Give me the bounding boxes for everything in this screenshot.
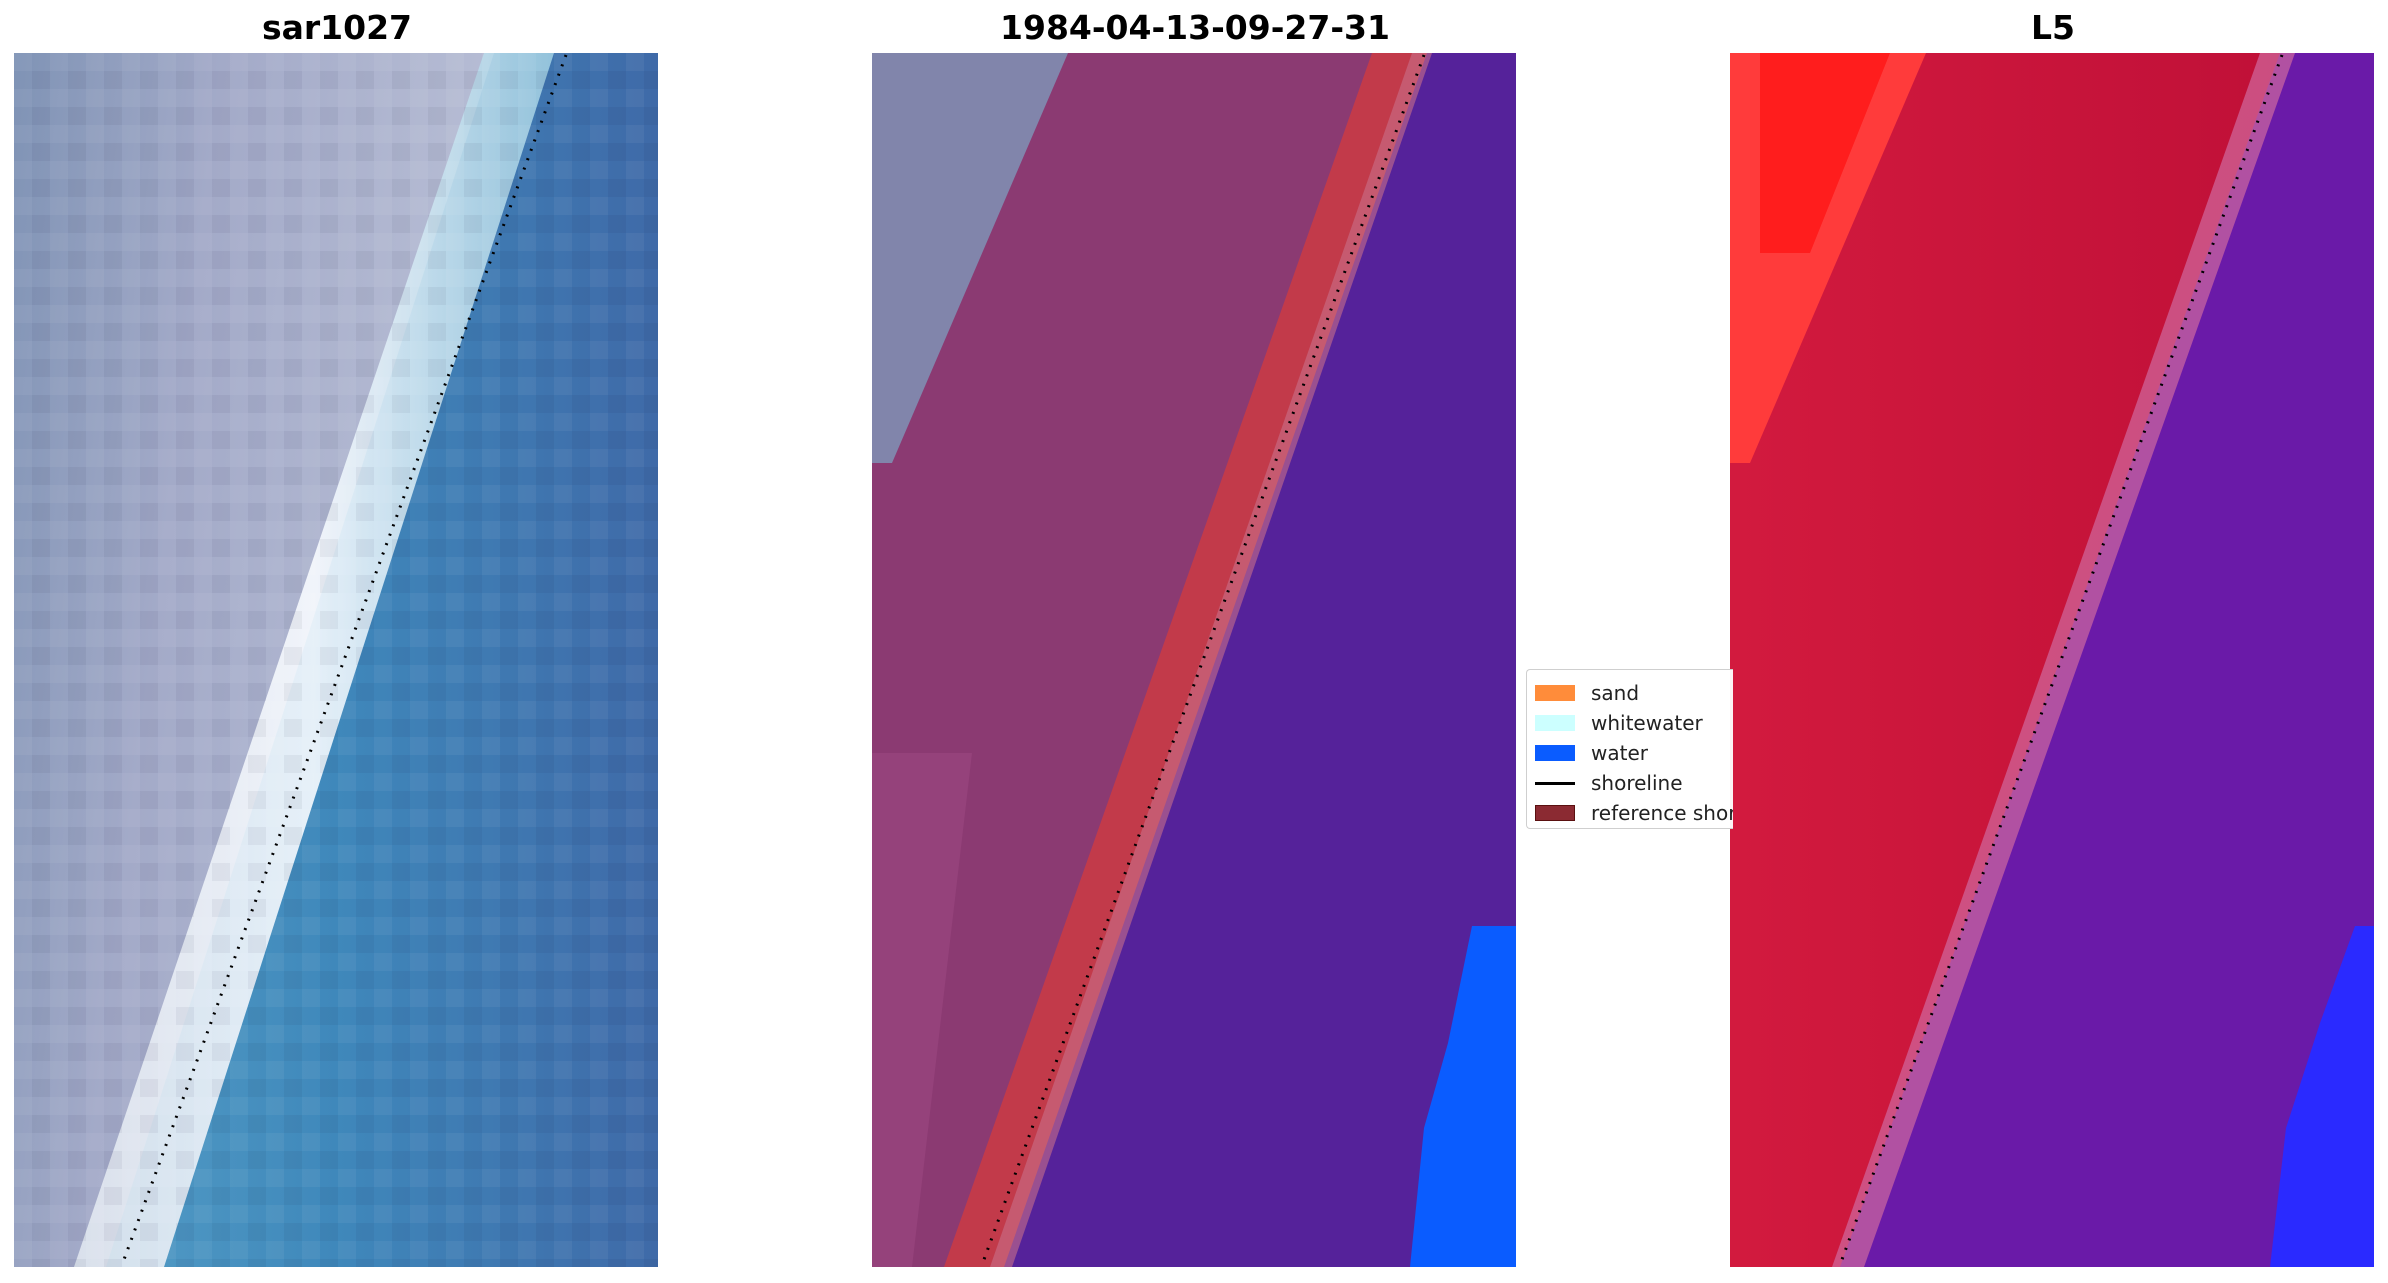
panel-title: sar1027: [261, 8, 413, 47]
panel-title: L5: [2031, 8, 2075, 47]
legend-item-reference-shoreline: reference shoreline: [1535, 798, 1733, 828]
legend: sand whitewater water shoreline referenc…: [1526, 669, 1733, 829]
legend-item-water: water: [1535, 738, 1648, 768]
sand-swatch: [1535, 685, 1575, 701]
legend-item-shoreline: shoreline: [1535, 768, 1683, 798]
l5-image: [1730, 53, 2374, 1267]
panel-title: 1984-04-13-09-27-31: [1000, 8, 1390, 47]
legend-label: reference shoreline: [1591, 801, 1733, 825]
legend-label: shoreline: [1591, 771, 1683, 795]
shoreline-swatch: [1535, 781, 1575, 785]
reference-shoreline-swatch: [1535, 805, 1575, 821]
legend-label: sand: [1591, 681, 1640, 705]
rgb-image: [14, 53, 658, 1267]
legend-label: water: [1591, 741, 1648, 765]
whitewater-swatch: [1535, 715, 1575, 731]
panel-l5: L5: [1730, 0, 2376, 1283]
legend-item-whitewater: whitewater: [1535, 708, 1703, 738]
legend-label: whitewater: [1591, 711, 1703, 735]
legend-item-sand: sand: [1535, 678, 1639, 708]
panel-classified: 1984-04-13-09-27-31: [872, 0, 1518, 1283]
classified-image: [872, 53, 1516, 1267]
water-swatch: [1535, 745, 1575, 761]
panel-rgb: sar1027: [14, 0, 660, 1283]
